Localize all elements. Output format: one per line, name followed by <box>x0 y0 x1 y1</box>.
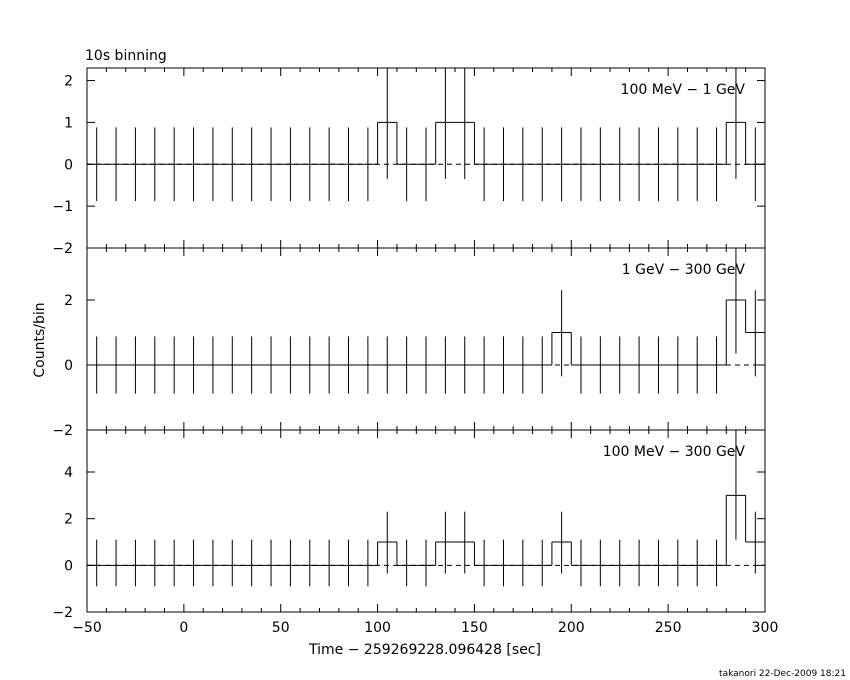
panel-3-y-tick-label: 4 <box>64 465 73 481</box>
x-tick-label: 250 <box>655 620 682 636</box>
panel-1-y-tick-label: −1 <box>52 199 73 215</box>
x-tick-label: 50 <box>272 620 290 636</box>
x-tick-label: 100 <box>364 620 391 636</box>
x-tick-label: 300 <box>752 620 779 636</box>
x-tick-label: 200 <box>558 620 585 636</box>
panel-2-y-tick-label: −2 <box>52 423 73 439</box>
panel-3-frame <box>86 429 766 613</box>
x-axis-label: Time − 259269228.096428 [sec] <box>308 642 541 658</box>
binning-label: 10s binning <box>85 48 167 64</box>
footer-stamp: takanori 22-Dec-2009 18:21 <box>719 669 846 679</box>
panel-3-y-tick-label: 2 <box>64 512 73 528</box>
panel-1-y-tick-label: 0 <box>64 157 73 173</box>
panel-3-energy-label: 100 MeV − 300 GeV <box>603 444 746 460</box>
x-tick-label: −50 <box>72 620 102 636</box>
x-tick-label: 0 <box>179 620 188 636</box>
x-tick-label: 150 <box>461 620 488 636</box>
panel-2-y-tick-label: 0 <box>64 358 73 374</box>
panel-1-energy-label: 100 MeV − 1 GeV <box>621 82 746 98</box>
panel-3-y-tick-label: −2 <box>52 605 73 621</box>
panel-1-y-tick-label: 2 <box>64 74 73 90</box>
panel-2-y-tick-label: 2 <box>64 293 73 309</box>
y-axis-label: Counts/bin <box>32 302 48 377</box>
panel-1-y-tick-label: −2 <box>52 241 73 257</box>
panel-3-y-tick-label: 0 <box>64 558 73 574</box>
panel-1-y-tick-label: 1 <box>64 115 73 131</box>
panel-2-energy-label: 1 GeV − 300 GeV <box>622 262 746 278</box>
